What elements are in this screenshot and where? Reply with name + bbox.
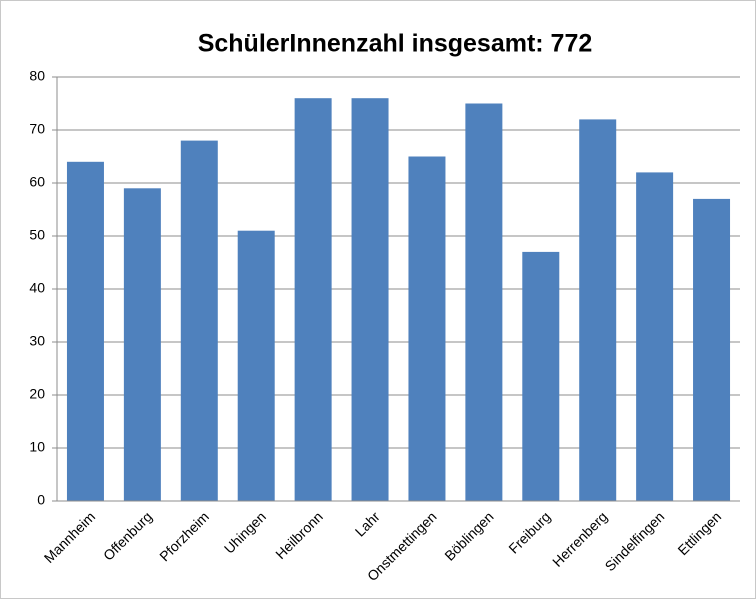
y-tick-label: 10: [29, 439, 45, 455]
bar: [66, 161, 104, 502]
bar: [579, 119, 617, 502]
y-tick-label: 80: [29, 68, 45, 84]
chart-title: SchülerInnenzahl insgesamt: 772: [198, 30, 593, 58]
bar: [237, 230, 275, 501]
bar: [180, 140, 218, 501]
y-tick-label: 40: [29, 280, 45, 296]
bar: [636, 172, 674, 501]
y-tick-label: 20: [29, 386, 45, 402]
y-tick-label: 30: [29, 333, 45, 349]
bar: [351, 98, 389, 501]
y-tick-label: 0: [37, 492, 45, 508]
y-tick-label: 70: [29, 121, 45, 137]
bar: [294, 98, 332, 501]
bar: [123, 188, 161, 502]
y-tick-label: 50: [29, 227, 45, 243]
bar: [408, 156, 446, 501]
y-tick-label: 60: [29, 174, 45, 190]
bar: [522, 251, 560, 501]
bar: [693, 198, 731, 501]
bar: [465, 103, 503, 501]
